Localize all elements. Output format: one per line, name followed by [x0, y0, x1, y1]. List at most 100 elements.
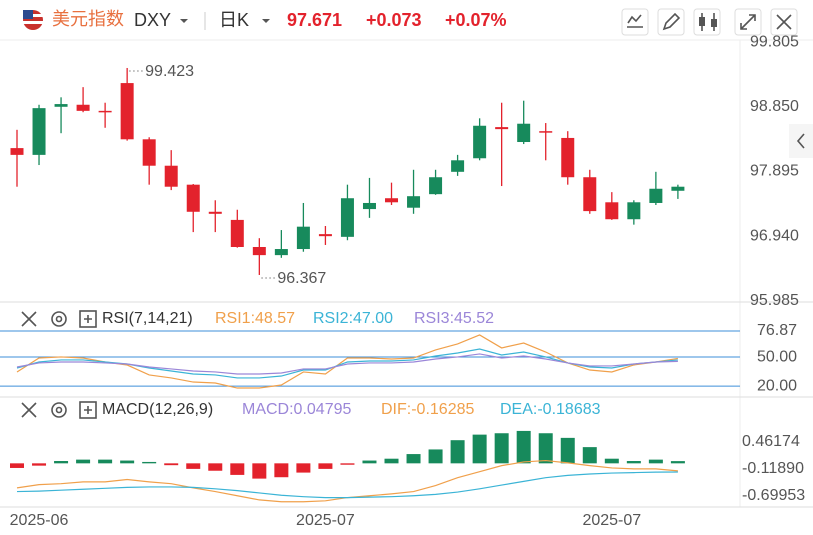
price: 97.671	[287, 10, 342, 30]
histogram-bar	[362, 460, 377, 464]
histogram-bar	[10, 463, 24, 468]
histogram-bar	[560, 437, 575, 464]
indicator-line	[16, 471, 678, 499]
histogram-bar	[626, 461, 641, 464]
histogram-bar	[120, 460, 135, 464]
candle-body	[208, 211, 222, 214]
candle-body	[451, 160, 465, 172]
histogram-bar	[98, 459, 113, 464]
histogram-bar	[142, 461, 157, 464]
add-icon[interactable]	[79, 310, 97, 328]
candle-body	[252, 246, 266, 256]
histogram-bar	[208, 463, 223, 471]
candle-body	[98, 110, 112, 113]
y-tick-label: 97.895	[750, 163, 799, 180]
histogram-bar	[582, 447, 597, 464]
indicator-line	[16, 353, 678, 375]
y-tick-label: -0.11890	[742, 460, 804, 477]
y-tick-label: 96.940	[750, 227, 799, 244]
candle-body	[627, 202, 641, 220]
histogram-bar	[340, 463, 355, 465]
candle-body	[605, 202, 619, 220]
candle-body	[583, 177, 597, 212]
x-tick-label: 2025-07	[296, 512, 355, 529]
candle-body	[142, 139, 156, 166]
rsi-controls	[21, 310, 97, 328]
y-tick-label: 20.00	[757, 377, 797, 394]
collapse-button[interactable]	[789, 124, 813, 158]
y-tick-label: 98.850	[750, 98, 799, 115]
histogram-bar	[296, 463, 311, 473]
remove-icon[interactable]	[21, 402, 37, 418]
index-name[interactable]: 美元指数	[52, 9, 124, 29]
panel-title: RSI(7,14,21)	[102, 310, 193, 327]
histogram-bar	[186, 463, 201, 469]
histogram-bar	[164, 463, 179, 466]
histogram-bar	[450, 440, 465, 464]
candle-body	[473, 125, 487, 159]
remove-icon[interactable]	[21, 311, 37, 327]
histogram-bar	[472, 434, 487, 464]
draw-button[interactable]	[657, 8, 685, 36]
candle-body	[362, 202, 376, 210]
settings-icon[interactable]	[51, 402, 67, 418]
panel-title: MACD(12,26,9)	[102, 401, 213, 418]
histogram-bar	[648, 459, 663, 464]
histogram-bar	[538, 433, 553, 464]
y-tick-label: 0.46174	[742, 433, 800, 450]
candle-body	[539, 131, 553, 133]
histogram-bar	[274, 463, 289, 478]
legend-entry: RSI1:48.57	[215, 310, 295, 327]
candle-body	[186, 184, 200, 212]
candle-body	[54, 104, 68, 107]
candle-body	[495, 127, 509, 130]
legend-entry: DEA:-0.18683	[500, 401, 601, 418]
candle-body	[429, 177, 443, 195]
toolbar	[621, 8, 798, 36]
y-tick-label: -0.69953	[742, 487, 805, 504]
x-tick-label: 2025-07	[582, 512, 641, 529]
candle-body	[164, 165, 178, 187]
candle-body	[385, 198, 399, 203]
indicator-button[interactable]	[621, 8, 649, 36]
candle-body	[318, 234, 332, 237]
macd-controls	[21, 401, 97, 419]
header: 美元指数 DXY 日K 97.671 +0.073 +0.07%	[23, 8, 798, 36]
candle-body	[120, 83, 134, 140]
y-tick-label: 76.87	[757, 322, 797, 339]
histogram-bar	[252, 463, 267, 479]
candle-body	[10, 148, 24, 155]
change: +0.073	[366, 10, 422, 30]
indicator-line	[16, 459, 678, 503]
histogram-bar	[604, 458, 619, 464]
histogram-bar	[230, 463, 245, 475]
y-tick-label: 50.00	[757, 348, 797, 365]
settings-icon[interactable]	[51, 311, 67, 327]
histogram-bar	[32, 463, 47, 466]
histogram-bar	[428, 449, 443, 464]
period[interactable]: 日K	[219, 10, 249, 30]
candle-body	[517, 123, 531, 143]
histogram-bar	[406, 454, 421, 464]
add-icon[interactable]	[79, 401, 97, 419]
candle-body	[340, 198, 354, 237]
y-tick-label: 99.805	[750, 33, 799, 50]
change-pct: +0.07%	[445, 10, 507, 30]
x-tick-label: 2025-06	[10, 512, 69, 529]
histogram-bar	[670, 461, 685, 464]
histogram-bar	[494, 433, 509, 464]
candle-body	[407, 196, 421, 208]
low-annotation: 96.367	[277, 270, 326, 287]
legend-entry: RSI2:47.00	[313, 310, 393, 327]
histogram-bar	[516, 430, 531, 464]
candle-body	[76, 104, 90, 111]
candle-body	[296, 226, 310, 250]
candle-body	[32, 108, 46, 155]
symbol[interactable]: DXY	[134, 10, 171, 30]
candle-body	[230, 219, 244, 247]
y-tick-label: 95.985	[750, 292, 799, 309]
histogram-bar	[318, 463, 333, 469]
candle-body	[561, 137, 575, 178]
candle-body	[649, 188, 663, 203]
